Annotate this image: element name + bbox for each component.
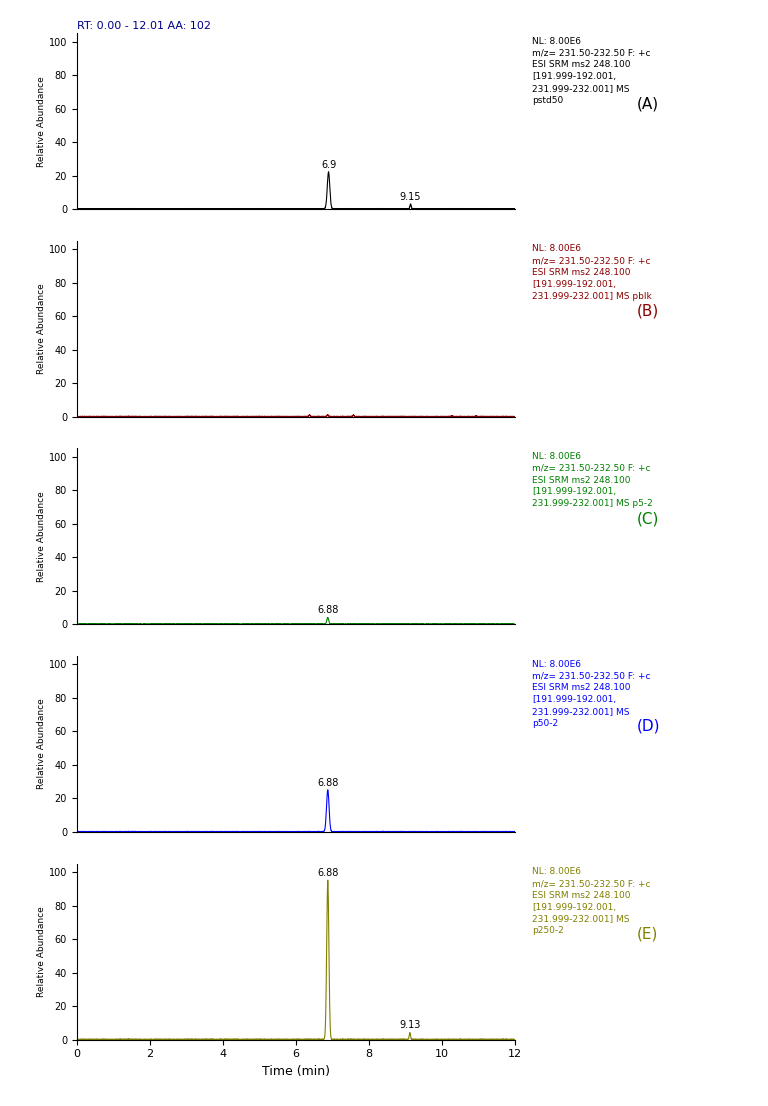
Y-axis label: Relative Abundance: Relative Abundance (37, 76, 46, 167)
Text: 9.15: 9.15 (400, 191, 422, 201)
Text: (D): (D) (637, 719, 660, 734)
Y-axis label: Relative Abundance: Relative Abundance (37, 283, 46, 374)
Y-axis label: Relative Abundance: Relative Abundance (37, 491, 46, 582)
Text: 6.9: 6.9 (321, 159, 336, 169)
Text: (C): (C) (637, 511, 660, 526)
Text: 6.88: 6.88 (317, 868, 339, 878)
Text: 6.88: 6.88 (317, 778, 339, 787)
Text: NL: 8.00E6
m/z= 231.50-232.50 F: +c
ESI SRM ms2 248.100
[191.999-192.001,
231.99: NL: 8.00E6 m/z= 231.50-232.50 F: +c ESI … (532, 36, 650, 105)
Text: (B): (B) (637, 304, 660, 319)
Text: NL: 8.00E6
m/z= 231.50-232.50 F: +c
ESI SRM ms2 248.100
[191.999-192.001,
231.99: NL: 8.00E6 m/z= 231.50-232.50 F: +c ESI … (532, 867, 650, 936)
Text: 9.13: 9.13 (399, 1021, 421, 1031)
Y-axis label: Relative Abundance: Relative Abundance (37, 699, 46, 790)
Text: RT: 0.00 - 12.01 AA: 102: RT: 0.00 - 12.01 AA: 102 (77, 21, 210, 31)
Text: NL: 8.00E6
m/z= 231.50-232.50 F: +c
ESI SRM ms2 248.100
[191.999-192.001,
231.99: NL: 8.00E6 m/z= 231.50-232.50 F: +c ESI … (532, 244, 652, 301)
Text: (E): (E) (637, 927, 658, 941)
Text: 6.88: 6.88 (317, 605, 339, 615)
Y-axis label: Relative Abundance: Relative Abundance (37, 906, 46, 997)
Text: (A): (A) (637, 96, 659, 111)
Text: NL: 8.00E6
m/z= 231.50-232.50 F: +c
ESI SRM ms2 248.100
[191.999-192.001,
231.99: NL: 8.00E6 m/z= 231.50-232.50 F: +c ESI … (532, 452, 653, 508)
Text: NL: 8.00E6
m/z= 231.50-232.50 F: +c
ESI SRM ms2 248.100
[191.999-192.001,
231.99: NL: 8.00E6 m/z= 231.50-232.50 F: +c ESI … (532, 659, 650, 728)
X-axis label: Time (min): Time (min) (262, 1065, 329, 1078)
